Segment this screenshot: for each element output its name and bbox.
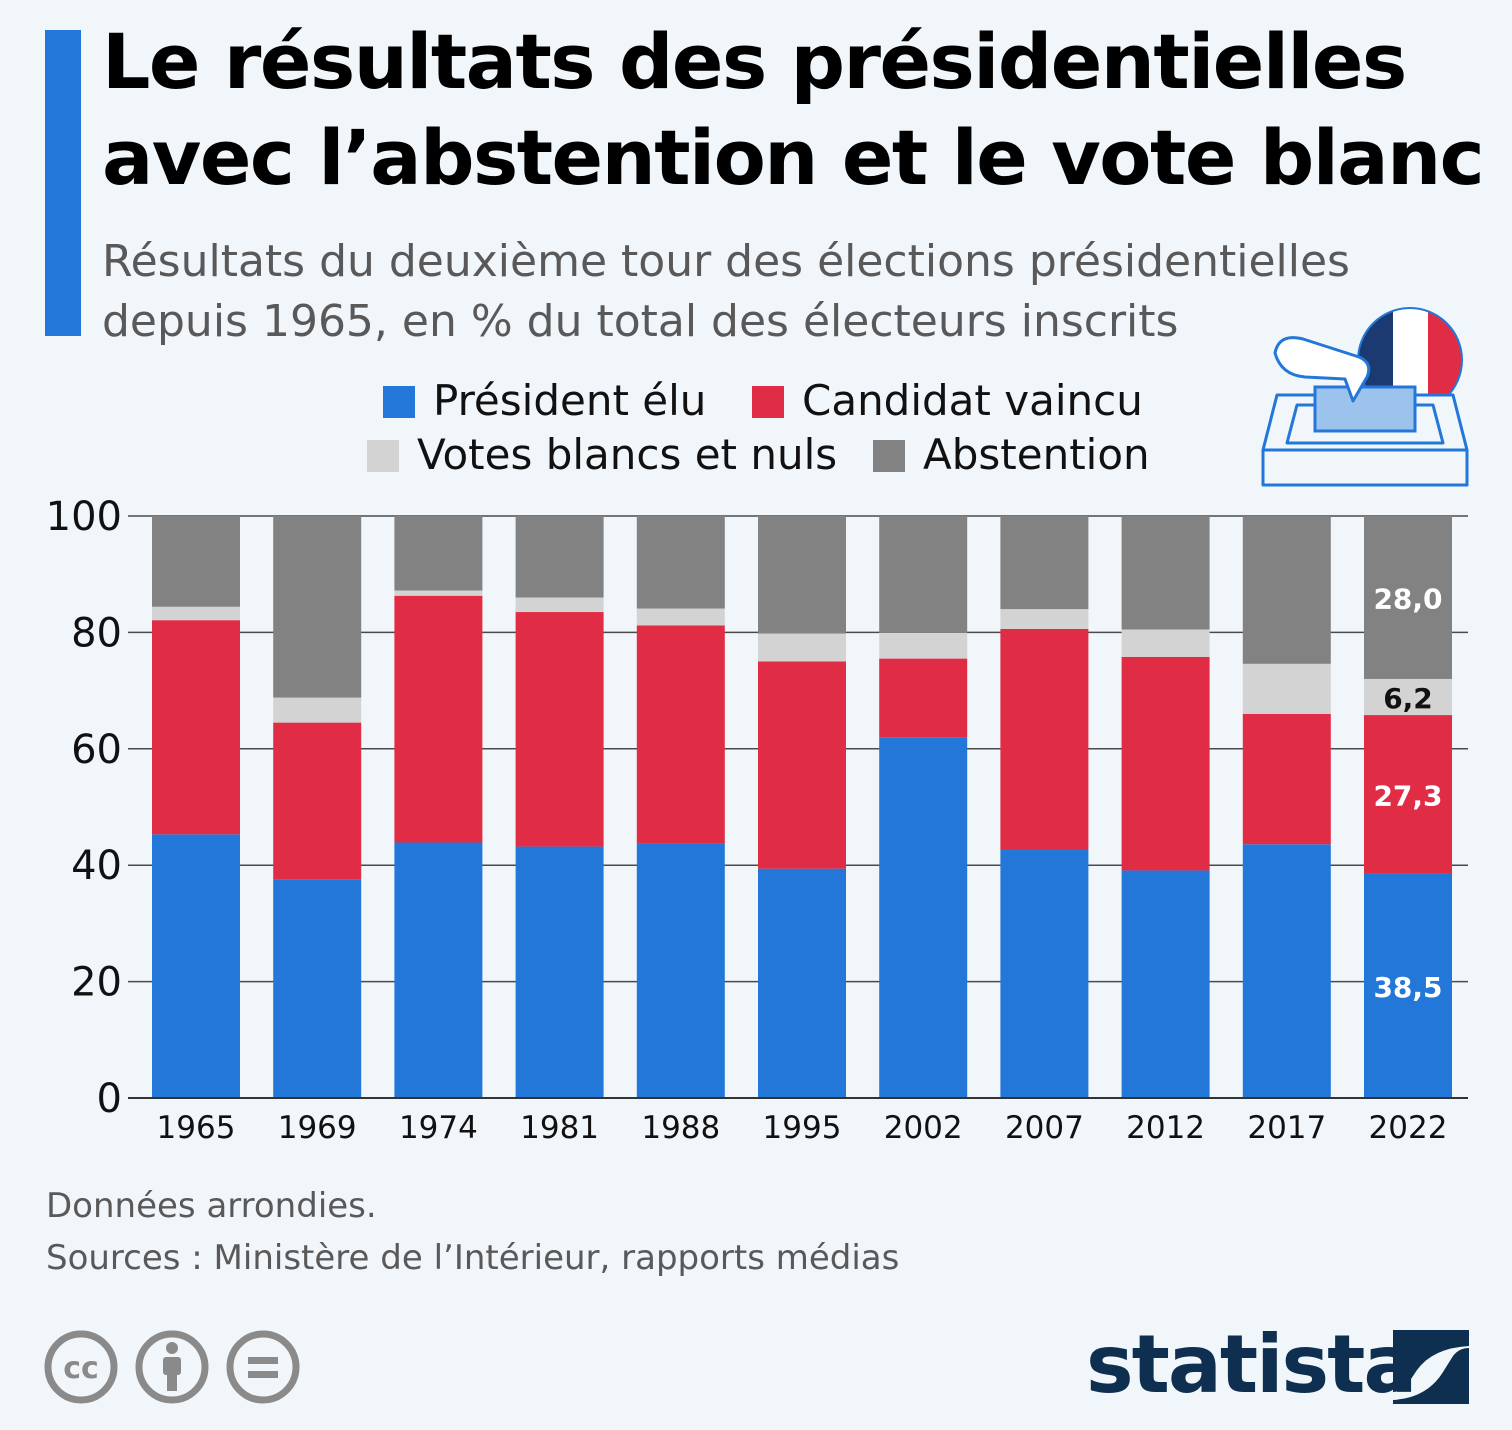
bar-segment-2002-3 <box>879 516 968 633</box>
y-tick-label: 80 <box>71 610 122 656</box>
bar-segment-1988-2 <box>636 608 725 626</box>
ballot-box-icon <box>1261 307 1469 487</box>
bar-segment-2012-2 <box>1121 629 1210 657</box>
x-tick-label: 2012 <box>1126 1110 1205 1146</box>
axes: 0 20 40 60 80 100 1965 1969 1974 1981 1988 1995 2002… <box>46 494 1468 1146</box>
bar-segment-1981-3 <box>515 516 604 598</box>
cc-icon: cc <box>44 1330 118 1404</box>
subtitle-line-1: Résultats du deuxième tour des élections… <box>102 236 1350 287</box>
bar-segment-2002-1 <box>879 658 968 738</box>
data-label: 28,0 <box>1373 582 1442 615</box>
x-tick-label: 1988 <box>641 1110 720 1146</box>
x-tick-label: 2002 <box>884 1110 963 1146</box>
bars <box>152 516 1452 1098</box>
bar-segment-2022-1 <box>1364 715 1452 874</box>
x-tick-label: 2007 <box>1005 1110 1084 1146</box>
bar-segment-1981-0 <box>515 846 604 1098</box>
legend-label-blancs: Votes blancs et nuls <box>417 430 838 479</box>
title-line-2: avec l’abstention et le vote blanc <box>102 113 1485 202</box>
bar-segment-2017-1 <box>1242 713 1331 845</box>
bar-segment-1981-1 <box>515 612 604 847</box>
legend-item-blancs: Votes blancs et nuls <box>367 430 837 479</box>
chart-subtitle: Résultats du deuxième tour des élections… <box>102 232 1422 352</box>
legend-label-president: Président élu <box>433 376 707 425</box>
legend-label-abstention: Abstention <box>923 430 1150 479</box>
legend-swatch-candidat <box>752 386 784 418</box>
bar-segment-1969-0 <box>273 879 362 1098</box>
bar-segment-1995-0 <box>758 868 846 1098</box>
bar-segment-1969-3 <box>273 516 362 698</box>
bar-segment-1969-1 <box>273 722 362 880</box>
bar-segment-2022-0 <box>1364 873 1452 1098</box>
y-tick-label: 20 <box>71 960 122 1006</box>
data-labels: 28,0 6,2 27,3 38,5 <box>1373 582 1442 1003</box>
bar-segment-1988-1 <box>636 625 725 844</box>
x-tick-label: 1974 <box>399 1110 478 1146</box>
x-tick-label: 2022 <box>1369 1110 1448 1146</box>
attribution-icon <box>135 1330 209 1404</box>
accent-bar <box>45 30 81 336</box>
y-tick-label: 0 <box>97 1076 122 1122</box>
y-tick-label: 60 <box>71 727 122 773</box>
bar-segment-1988-0 <box>636 843 725 1098</box>
bar-segment-1965-2 <box>152 606 240 621</box>
legend-item-president: Président élu <box>383 376 706 425</box>
legend-label-candidat: Candidat vaincu <box>802 376 1143 425</box>
bar-segment-1969-2 <box>273 697 362 723</box>
sources-note: Sources : Ministère de l’Intérieur, rapp… <box>46 1238 900 1278</box>
bar-segment-2017-2 <box>1242 663 1331 714</box>
bar-segment-1965-1 <box>152 620 240 835</box>
bar-segment-2012-0 <box>1121 870 1210 1098</box>
bar-segment-1995-1 <box>758 661 846 869</box>
bar-segment-2007-1 <box>1000 628 1089 850</box>
bar-segment-2007-0 <box>1000 849 1089 1098</box>
y-tick-label: 100 <box>46 494 122 540</box>
legend-swatch-president <box>383 386 415 418</box>
bar-segment-2017-3 <box>1242 516 1331 664</box>
legend-item-candidat: Candidat vaincu <box>752 376 1143 425</box>
x-tick-label: 1969 <box>278 1110 357 1146</box>
x-tick-label: 1995 <box>763 1110 842 1146</box>
bar-segment-2002-2 <box>879 632 968 659</box>
bar-segment-1981-2 <box>515 597 604 613</box>
data-label: 38,5 <box>1373 971 1442 1004</box>
bar-segment-1995-2 <box>758 633 846 662</box>
license-icons: cc <box>44 1330 300 1404</box>
bar-segment-1965-3 <box>152 516 240 607</box>
x-tick-label: 1965 <box>157 1110 236 1146</box>
stacked-bar-chart: 28,0 6,2 27,3 38,5 0 20 40 60 80 100 1965 1969 1974… <box>46 494 1468 1146</box>
bar-segment-1974-2 <box>394 590 483 596</box>
bar-segment-2022-2 <box>1364 678 1452 716</box>
data-label: 27,3 <box>1373 779 1442 812</box>
bar-segment-2022-3 <box>1364 516 1452 679</box>
statista-wordmark: statista <box>1086 1318 1417 1411</box>
footnote: Données arrondies. <box>46 1186 377 1226</box>
bar-segment-2002-0 <box>879 737 968 1098</box>
svg-text:cc: cc <box>63 1351 99 1386</box>
statista-logo-icon <box>1393 1330 1469 1404</box>
bar-segment-2007-3 <box>1000 516 1089 610</box>
bar-segment-1965-0 <box>152 834 240 1098</box>
title-line-1: Le résultats des présidentielles <box>102 17 1407 106</box>
legend-swatch-abstention <box>873 440 905 472</box>
bar-segment-1995-3 <box>758 516 846 634</box>
bar-segment-2007-2 <box>1000 609 1089 629</box>
bar-segment-2012-3 <box>1121 516 1210 630</box>
legend-item-abstention: Abstention <box>873 430 1150 479</box>
bar-segment-1974-0 <box>394 842 483 1098</box>
bar-segment-2017-0 <box>1242 844 1331 1098</box>
data-label: 6,2 <box>1383 682 1433 715</box>
bar-segment-1988-3 <box>636 516 725 609</box>
subtitle-line-2: depuis 1965, en % du total des électeurs… <box>102 296 1179 347</box>
bar-segment-1974-3 <box>394 516 483 591</box>
x-tick-label: 1981 <box>520 1110 599 1146</box>
x-tick-label: 2017 <box>1247 1110 1326 1146</box>
y-tick-label: 40 <box>71 843 122 889</box>
no-derivatives-icon <box>226 1330 300 1404</box>
legend-swatch-blancs <box>367 440 399 472</box>
bar-segment-2012-1 <box>1121 656 1210 871</box>
bar-segment-1974-1 <box>394 595 483 843</box>
chart-title: Le résultats des présidentielles avec l’… <box>102 14 1502 206</box>
